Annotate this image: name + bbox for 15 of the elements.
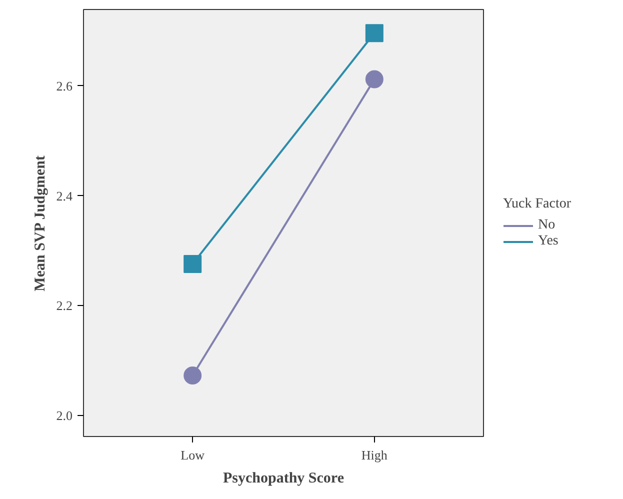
point <box>184 366 202 384</box>
y-axis-title: Mean SVP Judgment <box>32 155 48 292</box>
y-tick-label: 2.2 <box>56 298 72 314</box>
point <box>365 70 384 88</box>
point <box>365 24 384 42</box>
legend-title: Yuck Factor <box>503 196 572 212</box>
x-tick-label: Low <box>180 448 206 462</box>
point <box>184 254 202 273</box>
y-tick-label: 2.4 <box>56 188 73 204</box>
x-axis-title: Psychopathy Score <box>223 470 344 486</box>
y-tick-label: 2.0 <box>56 408 72 424</box>
y-tick-label: 2.6 <box>56 78 73 94</box>
x-tick-label: High <box>361 448 388 462</box>
legend-label: No <box>538 217 556 233</box>
legend-label: Yes <box>538 233 558 249</box>
